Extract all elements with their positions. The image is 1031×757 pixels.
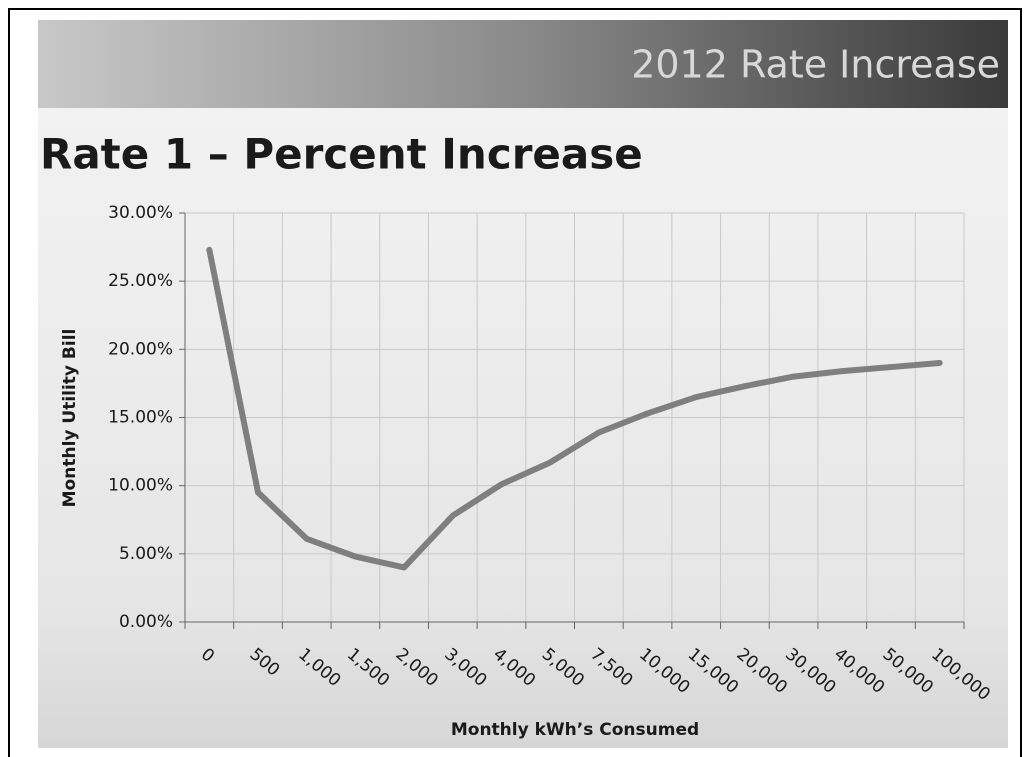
y-tick-label: 10.00% [108,476,173,496]
slide-background [38,20,1008,748]
frame [8,8,1022,757]
y-tick-label: 25.00% [108,271,173,291]
chart-title: Rate 1 – Percent Increase [40,130,643,179]
y-tick-label: 0.00% [119,612,173,632]
y-tick-label: 5.00% [119,544,173,564]
y-tick-label: 15.00% [108,408,173,428]
header-bar [38,20,1008,108]
data-line [206,246,943,571]
y-axis-label: Monthly Utility Bill [60,329,80,508]
header-title: 2012 Rate Increase [631,43,1000,87]
y-tick-label: 20.00% [108,339,173,359]
y-tick-label: 30.00% [108,203,173,223]
x-axis-label: Monthly kWh’s Consumed [451,720,699,740]
